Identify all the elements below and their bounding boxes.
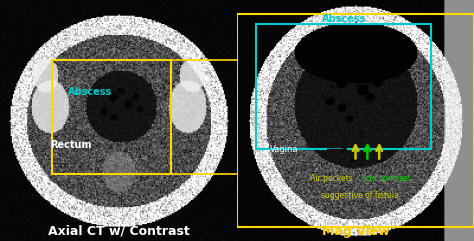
Text: Mag View: Mag View <box>322 225 389 238</box>
Bar <box>256 24 431 149</box>
Text: suggestive of fistula: suggestive of fistula <box>321 191 399 200</box>
Text: Abscess: Abscess <box>68 87 112 97</box>
Bar <box>52 60 171 174</box>
Bar <box>237 14 474 227</box>
Text: Vagina: Vagina <box>270 145 299 154</box>
Text: Abscess: Abscess <box>321 14 366 24</box>
Text: Axial CT w/ Contrast: Axial CT w/ Contrast <box>47 225 190 238</box>
Text: Air pockets: Air pockets <box>310 174 353 183</box>
Text: and contrast: and contrast <box>362 174 410 183</box>
Text: Rectum: Rectum <box>50 140 92 150</box>
